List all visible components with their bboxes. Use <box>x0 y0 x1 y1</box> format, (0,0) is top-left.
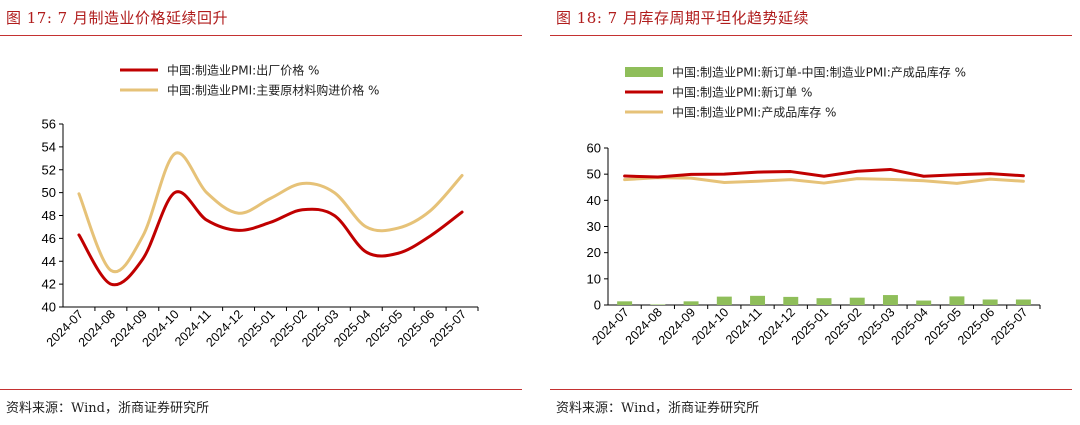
bar <box>683 301 699 305</box>
title-rule <box>0 35 522 36</box>
title-rule <box>550 35 1072 36</box>
legend-label: 中国:制造业PMI:产成品库存 % <box>672 105 836 120</box>
series-line <box>77 190 464 287</box>
bar <box>750 295 766 305</box>
y-tick-label: 56 <box>42 117 56 132</box>
legend: 中国:制造业PMI:新订单-中国:制造业PMI:产成品库存 % 中国:制造业PMI… <box>625 65 966 120</box>
legend-swatch <box>625 67 663 77</box>
bar <box>949 296 965 305</box>
legend-label: 中国:制造业PMI:出厂价格 % <box>167 63 319 78</box>
y-axis: 0 10 20 30 40 50 60 <box>587 141 609 313</box>
series-line <box>77 151 464 274</box>
y-tick-label: 0 <box>594 298 601 313</box>
chart-inventory-cycle: 中国:制造业PMI:新订单-中国:制造业PMI:产成品库存 % 中国:制造业PMI… <box>587 65 1041 348</box>
legend: 中国:制造业PMI:出厂价格 % 中国:制造业PMI:主要原材料购进价格 % <box>120 63 379 98</box>
chart-price-pmi: 中国:制造业PMI:出厂价格 %中国:制造业PMI:主要原材料购进价格 %404… <box>42 63 479 350</box>
legend-label: 中国:制造业PMI:主要原材料购进价格 % <box>167 83 379 98</box>
bar-series <box>617 295 1031 305</box>
bar <box>882 295 898 305</box>
y-tick-label: 48 <box>42 208 56 223</box>
bar <box>1015 299 1031 305</box>
figure-title: 图 18: 7 月库存周期平坦化趋势延续 <box>556 9 809 27</box>
source-note: 资料来源：Wind，浙商证券研究所 <box>6 401 209 416</box>
source-note: 资料来源：Wind，浙商证券研究所 <box>556 401 759 416</box>
y-tick-label: 30 <box>587 219 601 234</box>
y-tick-label: 40 <box>587 193 601 208</box>
y-tick-label: 52 <box>42 162 56 177</box>
y-tick-label: 44 <box>42 254 56 269</box>
y-tick-label: 42 <box>42 277 56 292</box>
legend-label: 中国:制造业PMI:新订单 % <box>672 85 812 100</box>
legend-item: 中国:制造业PMI:新订单 % <box>625 85 812 100</box>
bar <box>916 300 932 305</box>
y-tick-label: 54 <box>42 139 56 154</box>
legend-item: 中国:制造业PMI:出厂价格 % <box>120 63 319 78</box>
bar <box>816 298 832 305</box>
bar <box>849 297 865 305</box>
figure-17: 图 17: 7 月制造业价格延续回升 中国:制造业PMI:出厂价格 % 中国:制造… <box>0 0 530 425</box>
bar <box>650 304 666 305</box>
legend-item: 中国:制造业PMI:产成品库存 % <box>625 105 836 120</box>
bar <box>716 296 732 305</box>
y-tick-label: 50 <box>42 185 56 200</box>
bar <box>783 296 799 305</box>
x-axis: 2024-072024-082024-092024-102024-112024-… <box>589 304 1041 348</box>
figure-18: 图 18: 7 月库存周期平坦化趋势延续 中国:制造业PMI:新订单-中国:制造… <box>550 0 1080 425</box>
source-rule <box>0 389 522 390</box>
x-axis: 2024-072024-082024-092024-102024-112024-… <box>44 306 479 350</box>
y-tick-label: 50 <box>587 167 601 182</box>
x-tick-label: 2024-10 <box>689 305 731 347</box>
legend-item: 中国:制造业PMI:新订单-中国:制造业PMI:产成品库存 % <box>625 65 966 80</box>
y-tick-label: 46 <box>42 231 56 246</box>
series-line <box>623 167 1025 179</box>
bar <box>617 301 633 305</box>
y-tick-label: 60 <box>587 141 601 156</box>
bar <box>982 299 998 305</box>
legend-item: 中国:制造业PMI:主要原材料购进价格 % <box>120 83 379 98</box>
y-tick-label: 40 <box>42 300 56 315</box>
y-tick-label: 20 <box>587 245 601 260</box>
source-rule <box>550 389 1072 390</box>
x-tick-label: 2025-07 <box>988 305 1030 347</box>
series-line <box>623 176 1025 185</box>
figure-title: 图 17: 7 月制造业价格延续回升 <box>6 9 228 27</box>
y-tick-label: 10 <box>587 271 601 286</box>
legend-label: 中国:制造业PMI:新订单-中国:制造业PMI:产成品库存 % <box>672 65 966 80</box>
y-axis: 40 42 44 46 48 50 52 54 56 <box>42 117 64 315</box>
